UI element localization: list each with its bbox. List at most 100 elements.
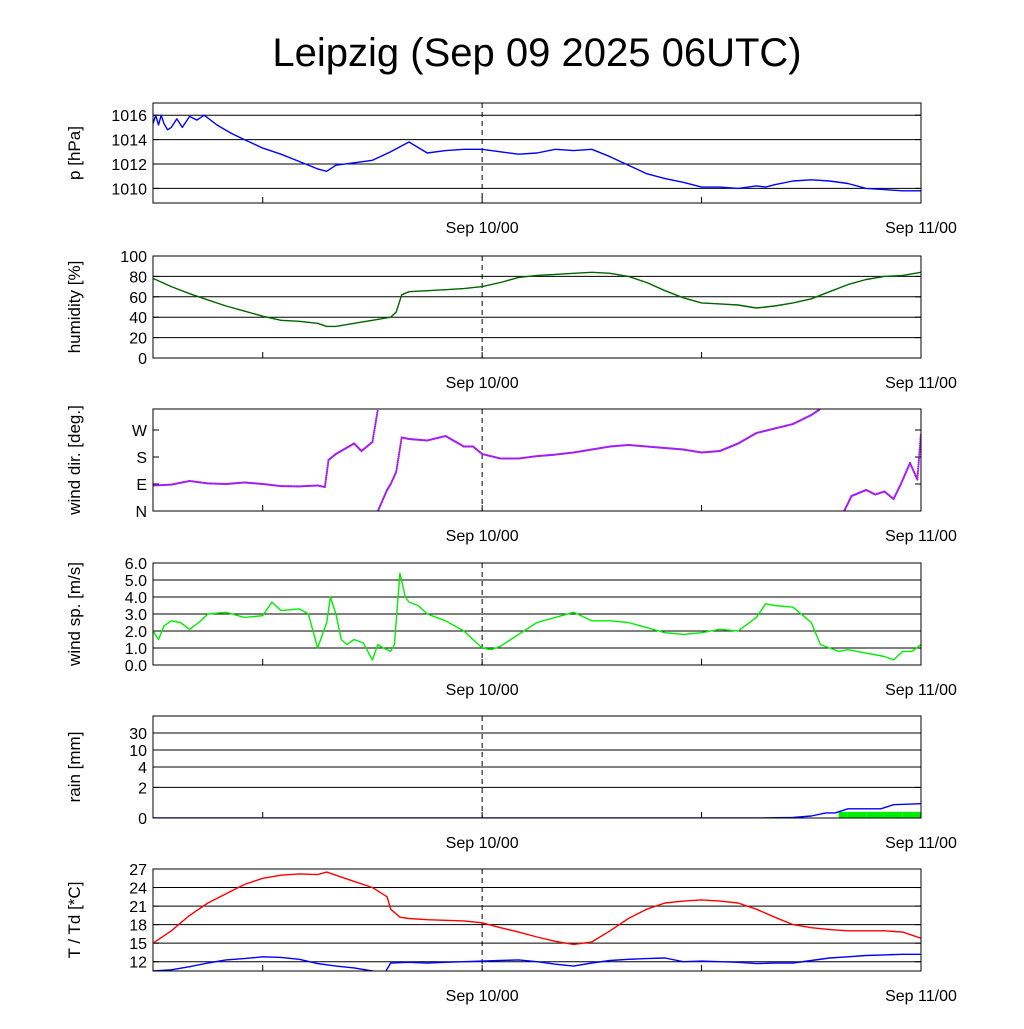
wind_speed-x-tick-label: Sep 10/00 — [446, 682, 519, 699]
wind_direction-point — [395, 468, 398, 472]
temperature-y-tick-label: 24 — [129, 881, 147, 898]
wind_direction-point — [326, 468, 329, 471]
wind_direction-point — [398, 451, 401, 454]
temperature-series-dew-point — [153, 953, 921, 971]
rain-y-tick-label: 0 — [138, 811, 147, 828]
chart-title: Leipzig (Sep 09 2025 06UTC) — [272, 31, 801, 75]
rain-bar — [847, 811, 867, 818]
wind_direction-point — [285, 485, 289, 488]
wind_direction-point — [399, 444, 402, 447]
wind_direction-point — [917, 457, 921, 460]
humidity-y-tick-label: 100 — [120, 249, 147, 266]
wind_direction-point — [462, 445, 465, 448]
wind_direction-point — [325, 470, 329, 473]
wind_direction-point — [325, 472, 328, 475]
wind_direction-point — [500, 457, 504, 460]
wind_direction-point — [372, 433, 375, 436]
pressure-y-tick-label: 1010 — [111, 181, 147, 198]
wind_direction-point — [323, 485, 326, 489]
wind_direction-point — [326, 466, 329, 469]
wind_direction-x-tick-label: Sep 11/00 — [885, 528, 957, 545]
wind_speed-y-tick-label: 0.0 — [125, 658, 147, 675]
temperature-x-tick-label: Sep 10/00 — [446, 988, 519, 1005]
wind_direction-point — [373, 425, 377, 428]
humidity-y-tick-label: 0 — [138, 351, 147, 368]
wind_direction-point — [916, 472, 919, 475]
temperature-y-tick-label: 21 — [129, 899, 147, 916]
wind_direction-point — [324, 478, 328, 481]
rain-y-tick-label: 30 — [129, 726, 147, 743]
rain-y-tick-label: 2 — [138, 780, 147, 797]
wind_direction-point — [918, 446, 921, 449]
wind_direction-point — [916, 469, 920, 473]
rain-x-tick-label: Sep 10/00 — [446, 835, 519, 852]
pressure-y-axis-label: p [hPa] — [65, 126, 84, 180]
wind_direction-point — [918, 444, 921, 447]
wind_direction-point — [465, 445, 469, 448]
wind_direction-point — [467, 445, 470, 448]
wind_direction-point — [279, 485, 283, 488]
humidity-y-tick-label: 40 — [129, 310, 147, 327]
humidity-y-tick-label: 60 — [129, 290, 147, 307]
wind_direction-point — [396, 465, 399, 468]
wind_direction-point — [290, 485, 293, 488]
wind_direction-point — [512, 457, 515, 460]
pressure-series-pressure — [153, 114, 921, 192]
wind_direction-point — [398, 449, 401, 453]
wind_direction-point — [916, 478, 919, 481]
rain-bar — [884, 811, 903, 818]
humidity-series-humidity — [153, 271, 921, 328]
wind_direction-point — [397, 453, 401, 456]
rain-bar — [902, 811, 921, 818]
wind_speed-y-tick-label: 6.0 — [125, 556, 147, 573]
wind_direction-x-tick-label: Sep 10/00 — [446, 528, 519, 545]
wind_direction-point — [399, 442, 402, 445]
wind_direction-point — [324, 483, 327, 487]
wind_direction-plot-frame — [152, 408, 922, 512]
wind_direction-point — [293, 485, 296, 488]
wind_direction-y-tick-label: E — [136, 477, 147, 494]
wind_direction-point — [917, 465, 920, 468]
wind_direction-point — [375, 413, 379, 416]
wind_direction-point — [395, 467, 398, 470]
wind_speed-series-wind-speed — [153, 572, 921, 661]
wind_direction-point — [324, 482, 327, 485]
temperature-y-tick-label: 15 — [129, 936, 147, 953]
wind_direction-point — [395, 470, 398, 474]
wind_direction-point — [470, 445, 473, 448]
wind_direction-point — [296, 485, 299, 488]
wind_direction-point — [373, 427, 376, 430]
wind_direction-point — [918, 455, 921, 458]
wind_speed-y-tick-label: 1.0 — [125, 641, 147, 658]
wind_direction-y-tick-label: S — [136, 450, 147, 467]
rain-bar — [838, 811, 848, 818]
wind_direction-point — [371, 438, 374, 442]
pressure-y-tick-label: 1016 — [111, 108, 147, 125]
wind_direction-point — [289, 485, 292, 488]
wind_direction-point — [374, 423, 377, 426]
wind_direction-point — [399, 445, 402, 449]
wind_direction-point — [510, 457, 514, 460]
wind_direction-point — [399, 440, 403, 443]
pressure-y-tick-label: 1012 — [111, 157, 147, 174]
wind_direction-point — [292, 485, 295, 488]
temperature-y-tick-label: 27 — [129, 862, 147, 879]
humidity-y-tick-label: 20 — [129, 331, 147, 348]
wind_direction-point — [504, 457, 507, 460]
wind_direction-point — [325, 476, 328, 479]
wind_direction-point — [372, 435, 375, 438]
rain-plot-frame — [152, 715, 922, 819]
wind_speed-x-tick-label: Sep 11/00 — [885, 682, 957, 699]
humidity-plot-frame — [152, 255, 922, 359]
wind_direction-point — [376, 409, 379, 413]
wind_direction-point — [374, 421, 377, 424]
wind_direction-point — [326, 462, 330, 465]
rain-y-tick-label: 10 — [129, 743, 147, 760]
wind_direction-point — [507, 457, 510, 460]
wind_speed-y-tick-label: 2.0 — [125, 624, 147, 641]
wind_direction-point — [916, 474, 919, 477]
wind_speed-y-tick-label: 4.0 — [125, 590, 147, 607]
wind_direction-y-axis-label: wind dir. [deg.] — [65, 405, 84, 516]
wind_direction-point — [371, 437, 375, 440]
wind_direction-point — [468, 445, 472, 448]
